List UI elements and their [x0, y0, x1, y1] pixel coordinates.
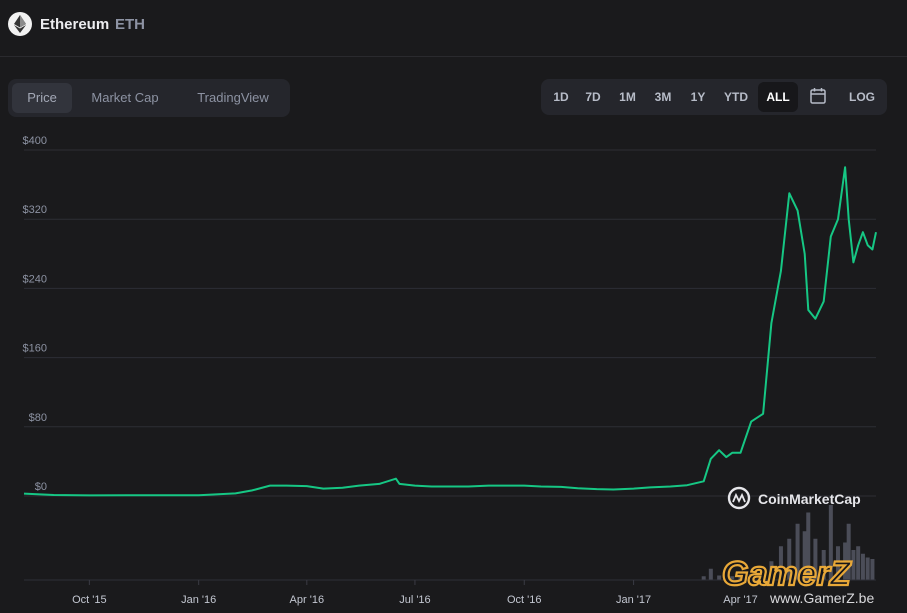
volume-bar [787, 538, 792, 580]
volume-bar [708, 568, 713, 580]
range-log[interactable]: LOG [849, 90, 875, 104]
coin-symbol: ETH [115, 16, 145, 33]
range-7d[interactable]: 7D [585, 90, 601, 104]
calendar-icon [810, 88, 826, 104]
y-tick-label: $400 [23, 135, 47, 147]
volume-bar [749, 574, 754, 580]
volume-bar [795, 523, 800, 580]
volume-bar [724, 574, 729, 580]
x-tick-label: Oct '16 [507, 594, 542, 606]
volume-bar [865, 557, 870, 580]
x-tick-label: Jan '16 [181, 594, 216, 606]
volume-bar [813, 538, 818, 580]
x-tick-label: Jul '16 [399, 594, 430, 606]
price-line [23, 166, 877, 497]
volume-bar [738, 575, 743, 580]
y-tick-label: $160 [23, 343, 47, 355]
volume-bar [835, 546, 840, 580]
volume-bar [870, 559, 875, 580]
watermark: GamerZ www.GamerZ.be [721, 554, 875, 606]
chart-gridlines [24, 149, 876, 497]
x-axis: Oct '15 Jan '16 Apr '16 Jul '16 Oct '16 Jan '… [72, 580, 758, 606]
tab-market-cap[interactable]: Market Cap [91, 90, 159, 105]
x-tick-label: Apr '17 [723, 594, 758, 606]
tab-tradingview[interactable]: TradingView [197, 90, 269, 105]
volume-bars [701, 505, 875, 580]
x-tick-label: Jan '17 [616, 594, 651, 606]
watermark-title: GamerZ [722, 555, 852, 593]
volume-bar [701, 576, 706, 580]
range-all[interactable]: ALL [758, 82, 798, 112]
y-tick-label: $0 [35, 481, 47, 493]
coinmarketcap-logo: CoinMarketCap [727, 486, 861, 510]
volume-bar [846, 523, 851, 580]
watermark-url: www.GamerZ.be [769, 590, 874, 606]
range-ytd[interactable]: YTD [724, 90, 748, 104]
ethereum-icon [8, 12, 32, 36]
coinmarketcap-wordmark: CoinMarketCap [758, 491, 861, 507]
range-1d[interactable]: 1D [553, 90, 569, 104]
volume-bar [856, 546, 861, 580]
y-tick-label: $320 [23, 204, 47, 216]
price-chart[interactable]: $400 $320 $240 $160 $80 $0 Oct '15 Jan '16 Apr … [0, 120, 907, 613]
coin-name: Ethereum [40, 16, 110, 33]
y-axis: $400 $320 $240 $160 $80 $0 [23, 135, 47, 493]
chart-type-tabs: Price Market Cap TradingView [8, 79, 290, 117]
calendar-button[interactable] [803, 82, 833, 112]
y-tick-label: $240 [23, 273, 47, 285]
price-series [23, 166, 877, 497]
coinmarketcap-mark [732, 492, 746, 504]
x-tick-label: Apr '16 [290, 594, 325, 606]
coin-header: Ethereum ETH [0, 0, 907, 57]
volume-bar [778, 546, 783, 580]
tab-price[interactable]: Price [12, 83, 72, 113]
volume-bar [717, 575, 722, 580]
volume-bar [806, 512, 811, 580]
volume-bar [730, 576, 735, 580]
volume-bar [769, 561, 774, 580]
x-tick-label: Oct '15 [72, 594, 107, 606]
volume-bar [843, 542, 848, 580]
range-3m[interactable]: 3M [654, 90, 672, 104]
volume-bar [821, 550, 826, 580]
y-tick-label: $80 [29, 412, 47, 424]
volume-bar [860, 553, 865, 580]
range-1y[interactable]: 1Y [690, 90, 706, 104]
volume-bar [802, 531, 807, 580]
time-range-selector: 1D 7D 1M 3M 1Y YTD ALL LOG [541, 79, 887, 115]
volume-bar [761, 571, 766, 580]
volume-bar [828, 505, 833, 580]
range-1m[interactable]: 1M [619, 90, 636, 104]
volume-bar [851, 550, 856, 580]
coinmarketcap-icon [727, 486, 751, 510]
